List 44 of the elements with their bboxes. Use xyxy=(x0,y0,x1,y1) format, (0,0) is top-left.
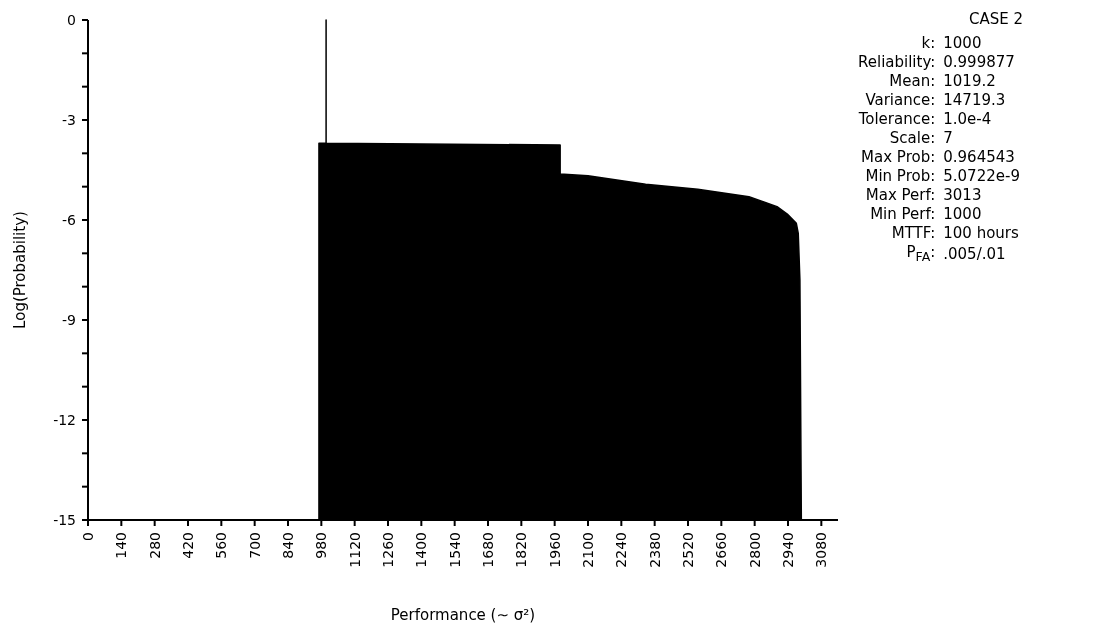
x-tick-label: 1680 xyxy=(480,532,496,568)
x-tick-label: 1820 xyxy=(513,532,530,568)
x-tick-label: 840 xyxy=(280,532,296,559)
y-tick-label: -6 xyxy=(62,212,77,228)
y-tick-label: -15 xyxy=(53,512,76,528)
x-tick-label: 140 xyxy=(113,532,130,559)
x-tick-label: 980 xyxy=(313,532,330,559)
x-tick-label: 0 xyxy=(80,532,96,541)
x-tick-label: 560 xyxy=(213,532,230,559)
x-tick-label: 2100 xyxy=(580,532,596,568)
text: MTTF: 100 hours xyxy=(890,224,1020,243)
text: Tolerance: 1.0e-4 xyxy=(858,110,993,129)
x-tick-label: 1120 xyxy=(346,532,363,568)
y-tick-label: -3 xyxy=(62,112,76,128)
x-tick-label: 420 xyxy=(180,532,196,559)
x-tick-label: 2800 xyxy=(746,532,763,568)
text: Min Perf: 1000 xyxy=(869,205,983,224)
x-tick-label: 1540 xyxy=(446,532,463,568)
text: CASE 2 xyxy=(967,10,1024,28)
x-tick-label: 1400 xyxy=(413,532,430,568)
y-tick-label: 0 xyxy=(67,12,76,28)
y-axis-title: Log(Probability) xyxy=(11,211,30,329)
x-tick-label: 1260 xyxy=(380,532,396,568)
text: Reliability: 0.999877 xyxy=(858,53,1016,72)
x-tick-label: 700 xyxy=(246,532,263,559)
x-axis-title: Performance (∼ σ²) xyxy=(390,606,536,624)
x-tick-label: 2520 xyxy=(680,532,696,568)
x-tick-label: 2660 xyxy=(713,532,730,568)
text: Min Prob: 5.0722e-9 xyxy=(864,167,1020,186)
x-tick-label: 2380 xyxy=(646,532,663,568)
x-tick-label: 2240 xyxy=(613,532,630,568)
text: k: 1000 xyxy=(920,34,983,53)
text: Variance: 14719.3 xyxy=(864,91,1007,110)
text: Mean: 1019.2 xyxy=(888,72,997,91)
text: Max Prob: 0.964543 xyxy=(860,148,1016,167)
x-tick-label: 1960 xyxy=(546,532,563,568)
x-tick-label: 3080 xyxy=(813,532,830,568)
y-tick-label: -12 xyxy=(53,412,76,428)
x-tick-label: 2940 xyxy=(780,532,796,568)
text: Max Perf: 3013 xyxy=(864,186,983,205)
text: Scale: 7 xyxy=(888,129,954,148)
x-tick-label: 280 xyxy=(146,532,163,559)
y-tick-label: -9 xyxy=(62,312,76,328)
text: P$_{FA}$: .005/.01 xyxy=(905,243,1007,266)
